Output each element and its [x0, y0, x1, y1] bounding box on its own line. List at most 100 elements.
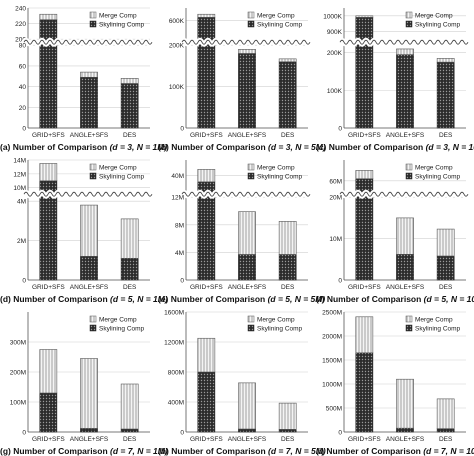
- panel-caption: (b) Number of Comparison (d = 3, N = 5M): [158, 142, 326, 152]
- bar-merge: [238, 211, 256, 255]
- y-tick-label: 0: [22, 278, 26, 285]
- y-tick-label: 0: [22, 126, 26, 133]
- y-tick-label: 20M: [329, 195, 342, 202]
- y-tick-label: 1200M: [164, 340, 184, 347]
- legend: Merge Comp Skylining Comp: [89, 11, 145, 29]
- x-tick-label: DES: [281, 436, 295, 443]
- y-tick-label: 2M: [17, 238, 26, 245]
- y-tick-label: 2500M: [322, 310, 342, 317]
- x-tick-label: ANGLE+SFS: [228, 284, 267, 291]
- bar-skylining: [278, 254, 297, 281]
- bar-merge: [39, 349, 58, 394]
- panel-caption: (e) Number of Comparison (d = 5, N = 5M): [158, 294, 325, 304]
- legend-swatch-merge: [405, 163, 413, 171]
- bar-merge: [436, 398, 455, 429]
- bar-merge: [80, 358, 98, 429]
- legend-swatch-skylining: [89, 324, 97, 332]
- x-tick-label: DES: [281, 132, 295, 139]
- legend-swatch-skylining: [405, 20, 413, 28]
- x-tick-label: DES: [439, 436, 453, 443]
- panel-caption: (c) Number of Comparison (d = 3, N = 10M…: [316, 142, 474, 152]
- legend: Merge Comp Skylining Comp: [405, 315, 461, 333]
- x-tick-label: DES: [123, 284, 137, 291]
- legend-swatch-merge: [89, 315, 97, 323]
- bar-skylining: [80, 256, 98, 281]
- y-tick-label: 12M: [171, 195, 184, 202]
- bar-skylining: [120, 83, 139, 129]
- y-tick-label: 0: [180, 126, 184, 133]
- y-tick-label: 300M: [10, 340, 26, 347]
- bar-skylining: [80, 428, 98, 433]
- legend-swatch-skylining: [247, 20, 255, 28]
- legend-label-merge: Merge Comp: [257, 165, 295, 172]
- legend-label-merge: Merge Comp: [99, 317, 137, 324]
- x-tick-label: ANGLE+SFS: [70, 284, 109, 291]
- y-tick-label: 500M: [326, 406, 342, 413]
- chart-panel-5: 0 4M 8M 12M 40M GRID+SFS ANGLE+SFS DES Merge Com…: [158, 160, 325, 304]
- bar-skylining: [436, 255, 455, 281]
- y-tick-label: 100M: [10, 400, 26, 407]
- bar-skylining: [197, 371, 216, 433]
- y-tick-label: 800M: [168, 370, 184, 377]
- legend-swatch-skylining: [89, 20, 97, 28]
- y-tick-label: 200K: [327, 50, 343, 57]
- bar-merge: [396, 378, 414, 429]
- y-tick-label: 240: [15, 6, 26, 13]
- bar-skylining: [355, 17, 374, 129]
- y-tick-label: 80: [19, 43, 27, 50]
- bar-skylining: [278, 61, 297, 129]
- x-tick-label: ANGLE+SFS: [386, 436, 425, 443]
- x-tick-label: DES: [439, 284, 453, 291]
- bar-merge: [80, 71, 98, 78]
- panel-caption: (f) Number of Comparison (d = 5, N = 10M…: [316, 294, 474, 304]
- y-tick-label: 4M: [17, 199, 26, 206]
- legend-swatch-merge: [89, 11, 97, 19]
- legend-label-merge: Merge Comp: [257, 317, 295, 324]
- bar-merge: [120, 383, 139, 430]
- y-tick-label: 1600M: [164, 310, 184, 317]
- legend-label-skylining: Skylining Comp: [257, 326, 303, 333]
- legend-label-skylining: Skylining Comp: [99, 22, 145, 29]
- legend-label-skylining: Skylining Comp: [415, 22, 461, 29]
- bar-merge: [278, 402, 297, 430]
- legend-label-merge: Merge Comp: [415, 165, 453, 172]
- legend-swatch-skylining: [247, 324, 255, 332]
- y-tick-label: 200: [15, 37, 26, 44]
- y-tick-label: 60: [19, 63, 27, 70]
- bar-merge: [197, 13, 216, 18]
- legend-swatch-merge: [89, 163, 97, 171]
- bar-skylining: [80, 76, 98, 129]
- bar-merge: [436, 228, 455, 257]
- chart-panel-7: 0 100M 200M 300M GRID+SFS ANGLE+SFS DES Merge C…: [0, 312, 168, 456]
- x-tick-label: ANGLE+SFS: [228, 436, 267, 443]
- legend-label-skylining: Skylining Comp: [99, 174, 145, 181]
- x-tick-label: DES: [439, 132, 453, 139]
- bar-skylining: [120, 428, 139, 433]
- legend-swatch-merge: [247, 163, 255, 171]
- x-tick-label: GRID+SFS: [190, 132, 223, 139]
- legend-swatch-skylining: [405, 324, 413, 332]
- bar-skylining: [396, 427, 414, 433]
- y-tick-label: 100K: [327, 88, 343, 95]
- x-tick-label: ANGLE+SFS: [386, 284, 425, 291]
- y-tick-label: 100K: [169, 84, 185, 91]
- bar-merge: [120, 218, 139, 259]
- x-tick-label: ANGLE+SFS: [228, 132, 267, 139]
- y-tick-label: 0: [180, 278, 184, 285]
- y-tick-label: 600K: [169, 18, 185, 25]
- y-tick-label: 900K: [327, 29, 343, 36]
- bar-skylining: [238, 53, 256, 129]
- panel-caption: (i) Number of Comparison (d = 7, N = 10M…: [316, 446, 474, 456]
- bar-merge: [197, 337, 216, 373]
- legend-swatch-skylining: [89, 172, 97, 180]
- legend-label-merge: Merge Comp: [415, 317, 453, 324]
- bar-skylining: [39, 19, 58, 129]
- axis-break-line: [339, 191, 469, 197]
- x-tick-label: DES: [123, 132, 137, 139]
- y-tick-label: 0: [180, 430, 184, 437]
- y-tick-label: 0: [338, 430, 342, 437]
- legend-label-skylining: Skylining Comp: [415, 326, 461, 333]
- legend: Merge Comp Skylining Comp: [247, 11, 303, 29]
- y-tick-label: 60M: [329, 178, 342, 185]
